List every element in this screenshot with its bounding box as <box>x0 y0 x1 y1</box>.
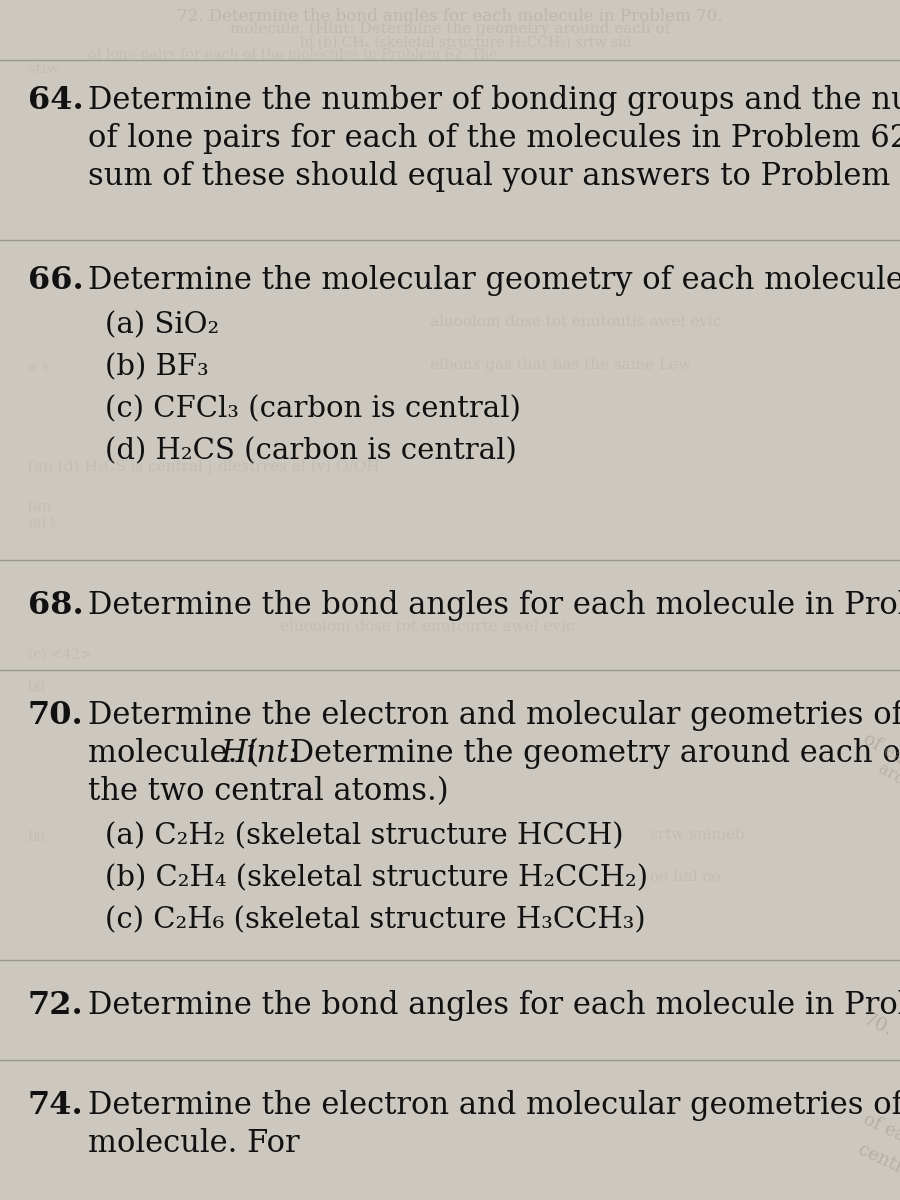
Text: 74.: 74. <box>28 1090 84 1121</box>
Text: eluoolom dose tot enutcurte awel evic: eluoolom dose tot enutcurte awel evic <box>280 620 574 634</box>
Text: Determine the bond angles for each molecule in Problem 70.: Determine the bond angles for each molec… <box>88 990 900 1021</box>
Text: elbons gas that has the same Lew: elbons gas that has the same Lew <box>430 358 691 372</box>
Text: Hint:: Hint: <box>220 738 299 769</box>
Text: 72.: 72. <box>28 990 84 1021</box>
Text: 66.: 66. <box>28 265 84 296</box>
Text: Determine the geometry around each of: Determine the geometry around each of <box>280 738 900 769</box>
Text: the two central atoms.): the two central atoms.) <box>88 776 448 806</box>
Text: oo bnl oo: oo bnl oo <box>650 870 721 884</box>
Text: of each: of each <box>860 1110 900 1154</box>
Text: (b) BF₃: (b) BF₃ <box>105 353 209 382</box>
Text: Determine the electron and molecular geometries of each: Determine the electron and molecular geo… <box>88 1090 900 1121</box>
Text: bi (b) CH₄ (skeletal structure H₂CCH₂) srtw sid: bi (b) CH₄ (skeletal structure H₂CCH₂) s… <box>300 36 632 50</box>
Text: Determine the bond angles for each molecule in Problem 66.: Determine the bond angles for each molec… <box>88 590 900 622</box>
Text: 70.: 70. <box>28 700 84 731</box>
Text: of lone pairs for each of the molecules in Problem 62. The: of lone pairs for each of the molecules … <box>88 48 498 62</box>
Text: (b) C₂H₄ (skeletal structure H₂CCH₂): (b) C₂H₄ (skeletal structure H₂CCH₂) <box>105 864 648 892</box>
Text: of lone pairs for each of the molecules in Problem 62. The: of lone pairs for each of the molecules … <box>88 122 900 154</box>
Text: Determine the molecular geometry of each molecule.: Determine the molecular geometry of each… <box>88 265 900 296</box>
Text: (a) C₂H₂ (skeletal structure HCCH): (a) C₂H₂ (skeletal structure HCCH) <box>105 822 624 850</box>
Text: mi t: mi t <box>28 516 56 530</box>
Text: (d) H₂CS (carbon is central): (d) H₂CS (carbon is central) <box>105 437 517 464</box>
Text: of each: of each <box>860 730 900 779</box>
Text: (c) <42>: (c) <42> <box>28 648 92 662</box>
Text: central atom: central atom <box>855 1140 900 1200</box>
Text: Determine the number of bonding groups and the number: Determine the number of bonding groups a… <box>88 85 900 116</box>
Text: Determine the electron and molecular geometries of each: Determine the electron and molecular geo… <box>88 700 900 731</box>
Text: bii: bii <box>28 680 46 694</box>
Text: (c) C₂H₆ (skeletal structure H₃CCH₃): (c) C₂H₆ (skeletal structure H₃CCH₃) <box>105 906 645 934</box>
Text: molecule. (: molecule. ( <box>88 738 259 769</box>
Text: srtw snimeb: srtw snimeb <box>650 828 745 842</box>
Text: molecule. (Hint: Determine the geometry around each of: molecule. (Hint: Determine the geometry … <box>230 22 670 36</box>
Text: aluoolom dose tot enutoutis awel evic: aluoolom dose tot enutoutis awel evic <box>430 314 721 329</box>
Text: (c) CFCl₃ (carbon is central): (c) CFCl₃ (carbon is central) <box>105 395 521 422</box>
Text: 72. Determine the bond angles for each molecule in Problem 70.: 72. Determine the bond angles for each m… <box>177 8 723 25</box>
Text: 68.: 68. <box>28 590 84 622</box>
Text: (an (d) H₂CS is central | dlestrres al (v) O/OH: (an (d) H₂CS is central | dlestrres al (… <box>28 460 380 475</box>
Text: bii: bii <box>28 830 46 844</box>
Text: stiw: stiw <box>28 62 65 76</box>
Text: 70.: 70. <box>860 1010 896 1039</box>
Text: around each of: around each of <box>875 760 900 838</box>
Text: molecule. For: molecule. For <box>88 1128 300 1159</box>
Text: sum of these should equal your answers to Problem 62.: sum of these should equal your answers t… <box>88 161 900 192</box>
Text: 64.: 64. <box>28 85 84 116</box>
Text: (a) SiO₂: (a) SiO₂ <box>105 311 220 338</box>
Text: a s: a s <box>28 360 50 374</box>
Text: (an: (an <box>28 500 53 514</box>
